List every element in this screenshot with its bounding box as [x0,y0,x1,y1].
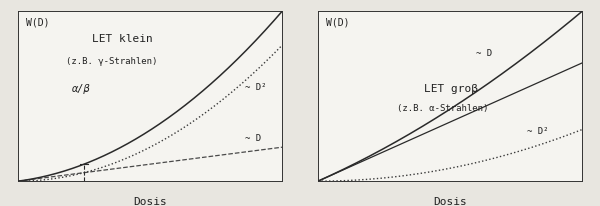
Text: ~ D²: ~ D² [527,126,548,135]
Text: W(D): W(D) [326,18,349,27]
Text: ~ D: ~ D [476,48,493,57]
Text: Dosis: Dosis [433,197,467,206]
Text: LET groβ: LET groβ [424,83,478,93]
Text: LET klein: LET klein [92,34,152,44]
Text: (z.B. γ-Strahlen): (z.B. γ-Strahlen) [65,56,157,65]
Text: ~ D: ~ D [245,133,261,142]
Text: (z.B. α-Strahlen): (z.B. α-Strahlen) [397,104,488,112]
Text: ~ D²: ~ D² [245,82,266,91]
Text: Dosis: Dosis [133,197,167,206]
Text: α/β: α/β [72,83,91,94]
Text: W(D): W(D) [26,18,49,27]
